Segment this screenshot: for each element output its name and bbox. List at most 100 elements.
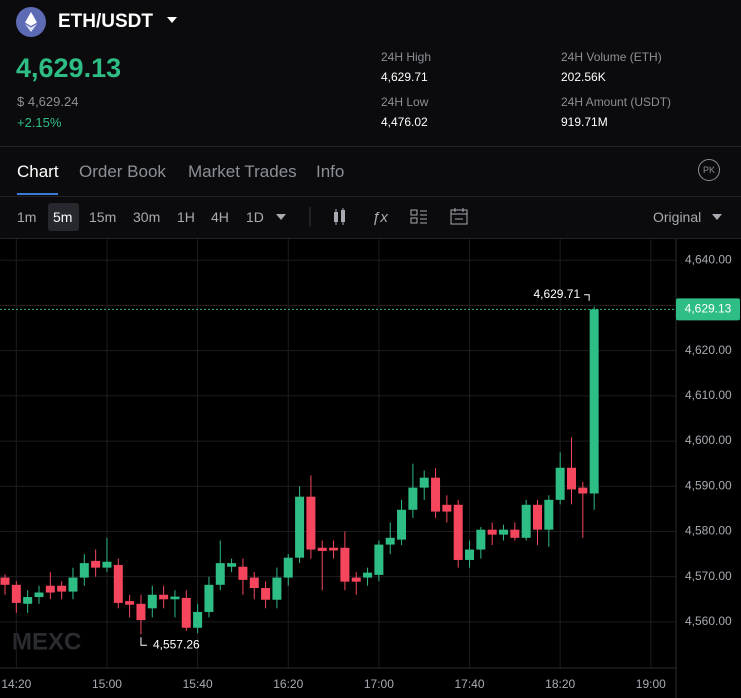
- stat-value: 4,629.71: [381, 70, 428, 84]
- y-tick-label: 4,590.00: [685, 478, 732, 492]
- candle-body: [431, 477, 441, 512]
- x-tick-label: 19:00: [636, 677, 666, 691]
- candle-body: [249, 577, 259, 588]
- x-tick-label: 17:40: [455, 677, 485, 691]
- candle-body: [102, 561, 112, 568]
- interval[interactable]: 30m: [133, 209, 161, 225]
- divider: [0, 238, 741, 239]
- stat-value: 4,476.02: [381, 115, 428, 129]
- low-annotation: 4,557.26: [153, 637, 200, 651]
- x-tick-label: 15:40: [183, 677, 213, 691]
- candle-body: [45, 585, 55, 593]
- candle-body: [34, 592, 44, 598]
- change: +2.15%: [17, 115, 62, 130]
- indicator-icon[interactable]: ƒx: [372, 209, 388, 226]
- pair[interactable]: ETH/USDT: [58, 11, 153, 32]
- candle-body: [136, 603, 146, 621]
- stat-label: 24H Volume (ETH): [561, 50, 662, 64]
- candle-body: [0, 577, 10, 585]
- candle-body: [578, 487, 588, 494]
- last-price-box: [676, 298, 740, 321]
- watermark: MEXC: [12, 628, 81, 655]
- price-usd: $ 4,629.24: [17, 94, 79, 109]
- tab[interactable]: Market Trades: [188, 162, 297, 181]
- candle-body: [555, 467, 565, 500]
- stat-value: 919.71M: [561, 115, 608, 129]
- tab[interactable]: Order Book: [79, 162, 166, 181]
- candle-icon[interactable]: [334, 208, 345, 225]
- candle-body: [125, 601, 135, 605]
- candle-body: [589, 309, 599, 494]
- candle-body: [57, 585, 67, 592]
- last-price: 4,629.13: [16, 53, 122, 83]
- candle-body: [272, 577, 282, 600]
- coin-icon: [16, 7, 46, 37]
- candle-body: [317, 547, 327, 551]
- interval[interactable]: 1m: [17, 209, 37, 225]
- candle-body: [397, 509, 407, 540]
- candle-body: [453, 504, 463, 560]
- candle-body: [351, 577, 361, 582]
- interval[interactable]: 5m: [53, 209, 73, 225]
- stat-value: 202.56K: [561, 70, 606, 84]
- toolbar-icons: ƒx: [276, 207, 468, 227]
- y-tick-label: 4,640.00: [685, 252, 732, 266]
- price-mode-caret[interactable]: [711, 212, 723, 222]
- tab[interactable]: Info: [316, 162, 345, 181]
- x-tick-label: 14:20: [1, 677, 31, 691]
- x-tick-label: 18:20: [545, 677, 575, 691]
- pair-caret[interactable]: [166, 15, 178, 25]
- candle-body: [193, 611, 203, 628]
- candle-body: [544, 499, 554, 530]
- y-tick-label: 4,560.00: [685, 614, 732, 628]
- candle-body: [510, 529, 520, 538]
- candle-body: [170, 596, 180, 600]
- candle-body: [238, 566, 248, 580]
- candle-body: [385, 537, 395, 545]
- candle-body: [181, 597, 191, 628]
- interval-caret[interactable]: [276, 214, 286, 220]
- low-pointer: [140, 637, 147, 646]
- last-price-label: 4,629.13: [685, 302, 732, 316]
- calendar-icon[interactable]: [450, 208, 468, 225]
- x-tick-label: 17:00: [364, 677, 394, 691]
- candle-body: [11, 584, 21, 603]
- y-tick-label: 4,620.00: [685, 343, 732, 357]
- candle-body: [204, 584, 214, 612]
- y-tick-label: 4,600.00: [685, 433, 732, 447]
- layout-icon[interactable]: [410, 209, 427, 224]
- x-tick-label: 15:00: [92, 677, 122, 691]
- candle-body: [363, 572, 373, 578]
- candle-body: [533, 504, 543, 530]
- candle-body: [499, 529, 509, 535]
- candle-body: [227, 563, 237, 567]
- y-tick-label: 4,580.00: [685, 524, 732, 538]
- candle-body: [329, 547, 339, 551]
- interval[interactable]: 4H: [211, 209, 229, 225]
- interval[interactable]: 1D: [246, 209, 264, 225]
- candle-body: [79, 563, 89, 578]
- price-mode[interactable]: Original: [653, 209, 702, 225]
- candle-body: [340, 547, 350, 582]
- stat-label: 24H Amount (USDT): [561, 95, 672, 109]
- candle-body: [408, 487, 418, 510]
- candle-body: [159, 594, 169, 600]
- candle-body: [442, 504, 452, 512]
- candle-body: [91, 560, 101, 568]
- candle-body: [374, 544, 384, 575]
- chart: MEXC 4,560.00 4,570.00 4,580.00 4,590.00 4,60…: [0, 239, 741, 698]
- badge[interactable]: PK: [698, 159, 720, 181]
- interval[interactable]: 1H: [177, 209, 195, 225]
- candle-body: [147, 594, 157, 609]
- interval[interactable]: 15m: [89, 209, 117, 225]
- candle-body: [295, 496, 305, 558]
- high-annotation: 4,629.71: [533, 287, 580, 301]
- candle-body: [215, 563, 225, 585]
- divider: [0, 146, 741, 147]
- tab-underline: [17, 193, 58, 195]
- high-pointer: [584, 294, 590, 301]
- candle-body: [261, 587, 271, 600]
- tab[interactable]: Chart: [17, 162, 59, 181]
- candle-body: [476, 529, 486, 550]
